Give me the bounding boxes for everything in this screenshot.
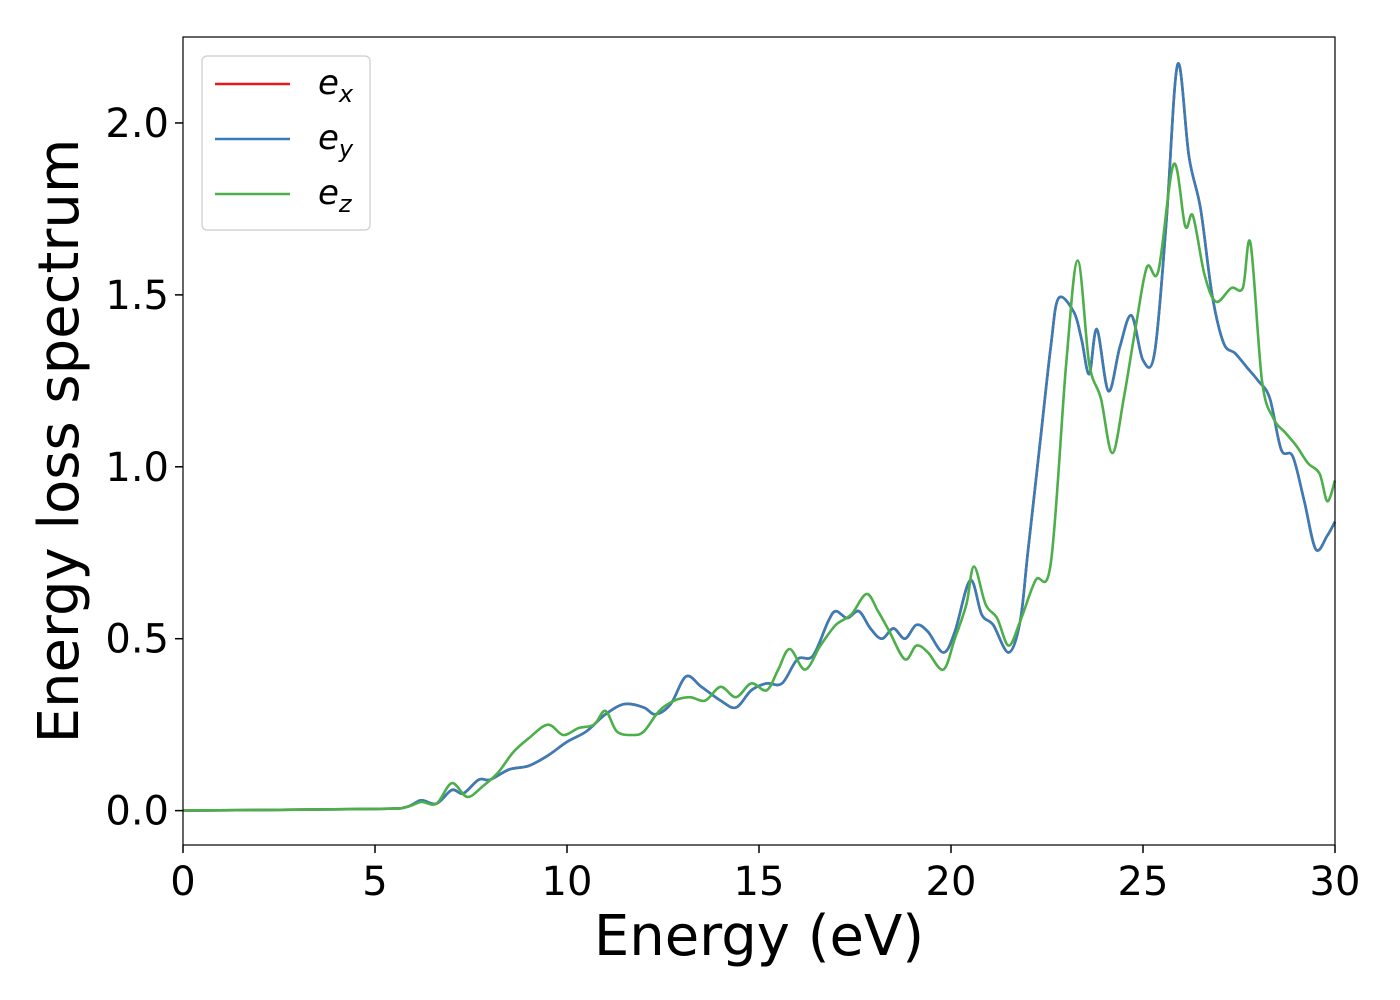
x-tick-label: 15 bbox=[734, 859, 785, 905]
legend-label-subscript: x bbox=[338, 80, 354, 108]
legend-label: ey bbox=[318, 118, 354, 163]
legend-label-base: e bbox=[318, 63, 339, 103]
legend-box bbox=[201, 55, 371, 231]
x-tick-label: 10 bbox=[542, 859, 593, 905]
y-tick-label: 2.0 bbox=[105, 101, 169, 147]
y-axis-title: Energy loss spectrum bbox=[27, 139, 92, 744]
y-tick-label: 1.5 bbox=[105, 273, 169, 319]
x-tick-label: 30 bbox=[1310, 859, 1361, 905]
legend-label-base: e bbox=[318, 118, 339, 158]
y-tick-label: 0.5 bbox=[105, 617, 169, 663]
x-tick-label: 25 bbox=[1118, 859, 1169, 905]
legend-label: ez bbox=[318, 173, 353, 218]
series-line-ey bbox=[182, 62, 1337, 812]
y-axis: 0.0 0.5 1.0 1.5 2.0 bbox=[105, 101, 183, 835]
x-tick-label: 0 bbox=[170, 859, 195, 905]
legend-label-base: e bbox=[318, 173, 339, 213]
x-tick-label: 5 bbox=[362, 859, 387, 905]
legend-label: ex bbox=[318, 63, 354, 108]
x-axis: 0 5 10 15 20 25 30 bbox=[170, 845, 1360, 905]
series-layer bbox=[182, 62, 1337, 812]
y-tick-label: 0.0 bbox=[105, 789, 169, 835]
x-axis-title: Energy (eV) bbox=[594, 904, 924, 969]
legend-label-subscript: y bbox=[338, 135, 354, 163]
x-tick-label: 20 bbox=[926, 859, 977, 905]
legend-label-subscript: z bbox=[338, 190, 353, 218]
series-line-ez bbox=[182, 162, 1337, 812]
y-tick-label: 1.0 bbox=[105, 445, 169, 491]
